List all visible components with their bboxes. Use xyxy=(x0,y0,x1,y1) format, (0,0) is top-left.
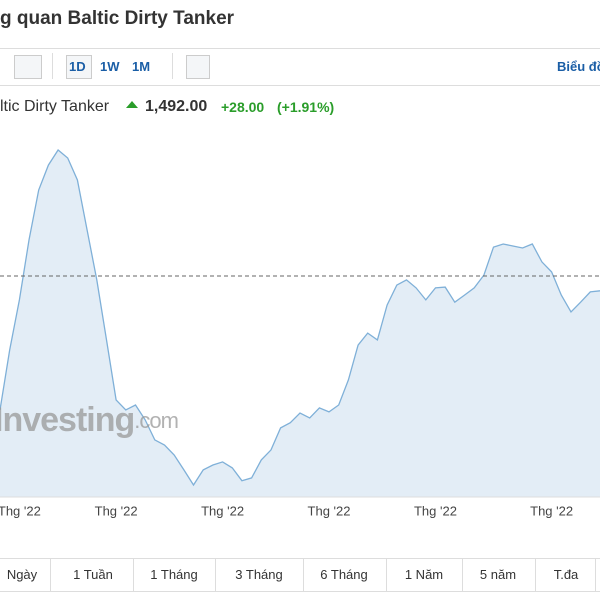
period-bar: Ngày 1 Tuần 1 Tháng 3 Tháng 6 Tháng 1 Năm 5 nă… xyxy=(0,558,600,592)
line xyxy=(0,149,600,487)
x-tick-label: Thg '22 xyxy=(530,503,573,518)
separator xyxy=(595,559,596,591)
separator xyxy=(52,53,53,79)
title: g quan Baltic Dirty Tanker xyxy=(0,8,235,29)
period-tab[interactable]: 1 Năm xyxy=(404,567,444,582)
period-tab[interactable]: 1 Tháng xyxy=(150,567,198,582)
timeframe-button[interactable]: 1D xyxy=(69,59,86,74)
separator xyxy=(133,559,134,591)
period-tab[interactable]: Ngày xyxy=(6,567,38,582)
period-tab[interactable]: 6 Tháng xyxy=(320,567,368,582)
quote-name: ltic Dirty Tanker xyxy=(0,98,110,115)
x-tick-label: Thg '22 xyxy=(95,503,138,518)
period-tab[interactable]: T.đa xyxy=(553,567,579,582)
separator xyxy=(535,559,536,591)
chart-type-button[interactable] xyxy=(14,55,42,79)
separator xyxy=(462,559,463,591)
period-tab[interactable]: 1 Tuần xyxy=(73,567,113,582)
settings-button[interactable] xyxy=(186,55,210,79)
period-tab[interactable]: 3 Tháng xyxy=(235,567,283,582)
separator xyxy=(386,559,387,591)
change-pct: (+1.91%) xyxy=(277,99,335,115)
x-tick-label: Thg '22 xyxy=(414,503,457,518)
x-tick-label: Thg '22 xyxy=(0,503,41,518)
timeframe-button[interactable]: 1M xyxy=(132,59,151,74)
timeframe-button[interactable]: 1W xyxy=(100,59,120,74)
separator xyxy=(215,559,216,591)
watermark-suffix: .com xyxy=(134,408,178,433)
x-tick-label: Thg '22 xyxy=(308,503,351,518)
chart-link[interactable]: Biểu đồ xyxy=(557,59,600,74)
change: +28.00 xyxy=(221,99,265,115)
toolbar: 1D 1W 1M Biểu đồ xyxy=(0,48,600,86)
separator xyxy=(50,559,51,591)
x-tick-label: Thg '22 xyxy=(201,503,244,518)
up-arrow xyxy=(126,101,138,108)
watermark-brand: Investing xyxy=(0,401,134,439)
active-frame xyxy=(66,55,92,79)
area xyxy=(0,150,600,497)
period-tab[interactable]: 5 năm xyxy=(479,567,517,582)
separator xyxy=(303,559,304,591)
plot: Thg '22 Thg '22 Thg '22 Thg '22 Thg '22 Thg '… xyxy=(0,149,600,518)
watermark: Investing.com xyxy=(0,401,178,439)
price: 1,492.00 xyxy=(145,98,208,115)
separator xyxy=(172,53,173,79)
